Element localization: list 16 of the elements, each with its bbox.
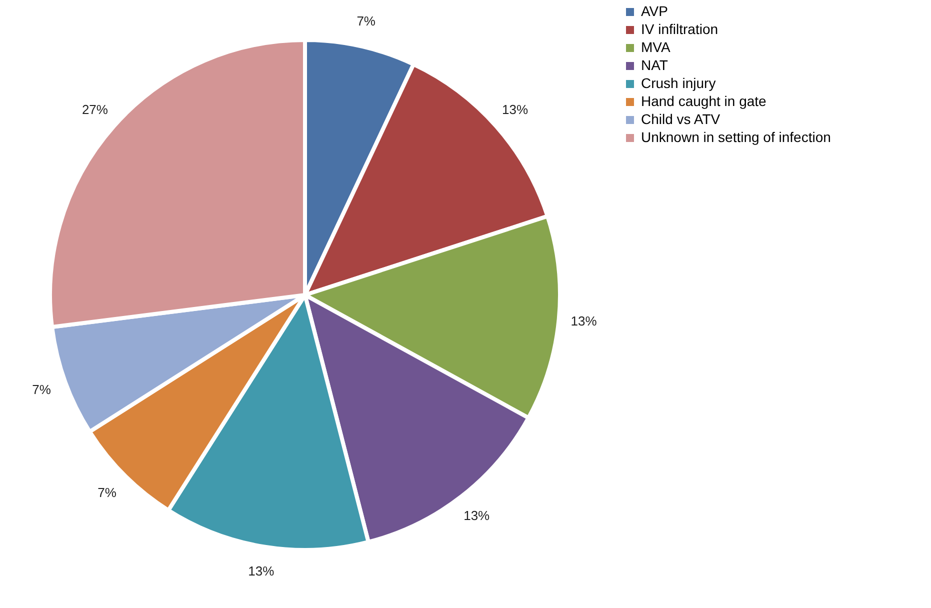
data-label: 13%	[248, 564, 275, 579]
legend-label: NAT	[641, 57, 668, 73]
data-label: 13%	[502, 102, 528, 117]
legend-label: IV infiltration	[641, 21, 718, 37]
legend-label: AVP	[641, 3, 668, 19]
legend-label: Unknown in setting of infection	[641, 129, 831, 145]
data-label: 7%	[32, 382, 52, 397]
legend-label: MVA	[641, 39, 671, 55]
legend-label: Hand caught in gate	[641, 93, 767, 109]
data-label: 13%	[464, 508, 490, 524]
data-label: 27%	[82, 102, 108, 117]
data-label: 13%	[570, 313, 598, 328]
legend-label: Child vs ATV	[641, 111, 721, 127]
legend-label: Crush injury	[641, 75, 716, 91]
data-label: 7%	[356, 14, 376, 29]
data-label: 7%	[98, 484, 117, 500]
